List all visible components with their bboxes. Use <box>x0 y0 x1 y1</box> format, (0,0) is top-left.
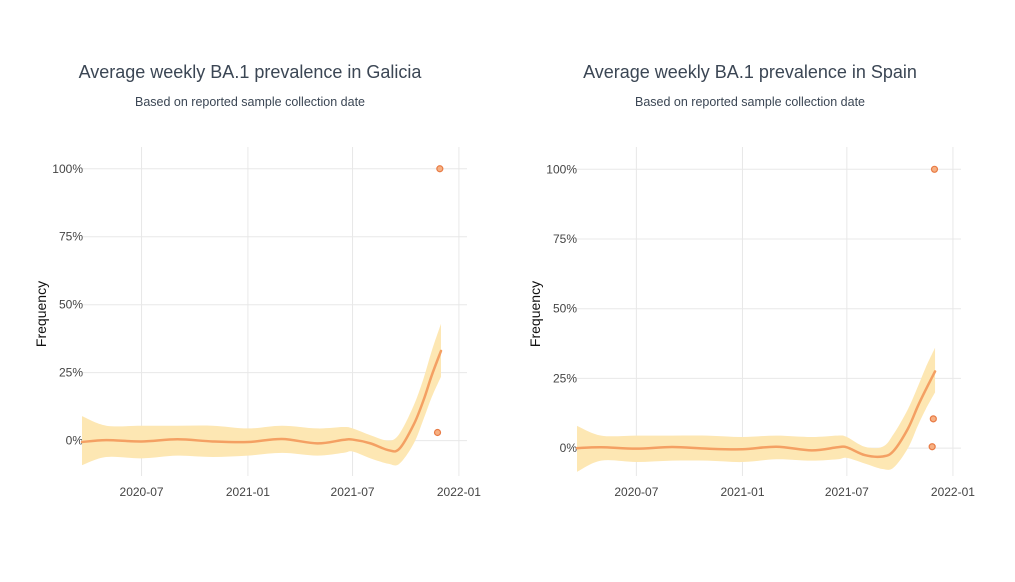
y-axis-title: Frequency <box>33 281 49 347</box>
plot-area-galicia: Frequency 2020-07 2021-01 2021-07 2022-01 0%… <box>33 147 481 499</box>
y-tick-label: 100% <box>546 162 577 176</box>
chart-subtitle: Based on reported sample collection date <box>634 95 865 109</box>
observed-point <box>930 165 939 173</box>
plot-area-spain: Frequency 2020-07 2021-01 2021-07 2022-01 0%… <box>527 147 975 499</box>
chart-title: Average weekly BA.1 prevalence in Galici… <box>78 62 422 82</box>
x-tick-label: 2020-07 <box>614 485 658 499</box>
y-tick-label: 0% <box>560 441 578 455</box>
x-tick-label: 2020-07 <box>120 485 164 499</box>
prevalence-trend-line <box>80 349 443 453</box>
x-tick-label: 2022-01 <box>931 485 975 499</box>
confidence-band <box>577 347 936 472</box>
y-tick-label: 75% <box>553 232 577 246</box>
y-axis-title: Frequency <box>527 281 543 347</box>
prevalence-trend-line <box>575 370 937 459</box>
observed-point <box>928 443 936 451</box>
observed-point <box>436 165 444 173</box>
y-tick-label: 100% <box>52 162 83 176</box>
x-tick-label: 2021-07 <box>331 485 375 499</box>
y-tick-label: 50% <box>553 302 577 316</box>
chart-subtitle: Based on reported sample collection date <box>134 95 365 109</box>
x-tick-label: 2022-01 <box>437 485 481 499</box>
y-tick-label: 0% <box>66 434 84 448</box>
chart-panel-galicia: Average weekly BA.1 prevalence in Galici… <box>0 0 500 582</box>
x-tick-label: 2021-01 <box>720 485 764 499</box>
observed-point <box>929 415 937 423</box>
y-tick-label: 25% <box>553 371 577 385</box>
x-tick-label: 2021-07 <box>825 485 869 499</box>
confidence-band <box>82 323 441 466</box>
y-tick-label: 50% <box>59 298 83 312</box>
chart-panel-spain: Average weekly BA.1 prevalence in Spain … <box>500 0 1000 582</box>
y-tick-label: 25% <box>59 366 83 380</box>
grid <box>82 147 467 476</box>
chart-title: Average weekly BA.1 prevalence in Spain <box>583 62 917 82</box>
y-tick-label: 75% <box>59 230 83 244</box>
observed-point <box>433 428 442 437</box>
x-tick-label: 2021-01 <box>226 485 270 499</box>
